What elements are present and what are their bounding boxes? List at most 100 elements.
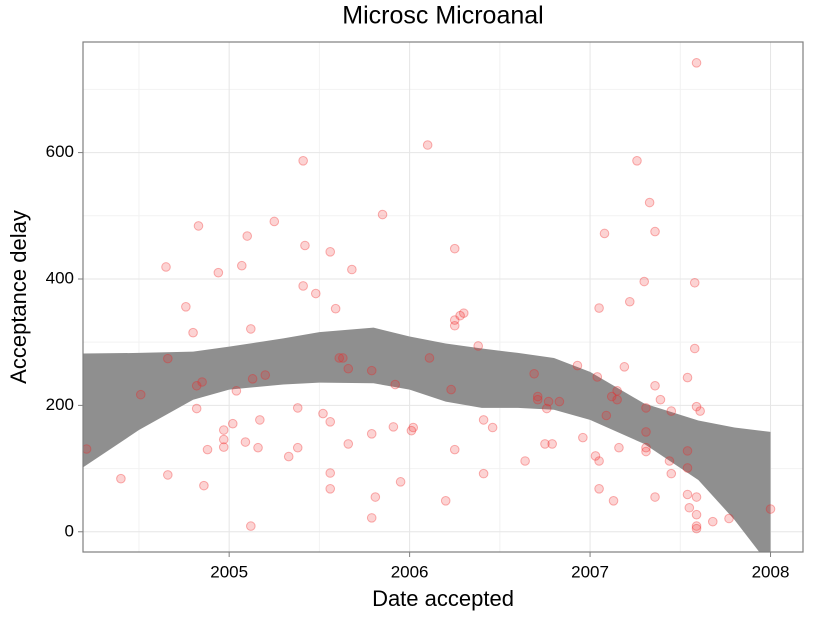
- point: [644, 197, 655, 208]
- point: [641, 427, 651, 437]
- point: [283, 451, 294, 462]
- point: [666, 468, 677, 479]
- point: [532, 391, 543, 402]
- grid: [83, 42, 803, 552]
- point: [612, 386, 622, 396]
- point: [240, 437, 251, 447]
- point: [554, 396, 565, 407]
- point: [218, 434, 229, 445]
- point: [163, 470, 173, 480]
- point: [543, 396, 554, 407]
- y-tick-label: 600: [46, 142, 74, 161]
- point: [197, 377, 207, 387]
- point: [641, 446, 651, 457]
- point: [191, 403, 202, 414]
- point: [578, 432, 588, 443]
- point: [478, 415, 489, 425]
- point: [300, 240, 310, 251]
- y-tick-label: 400: [46, 268, 74, 287]
- point: [608, 496, 619, 506]
- confidence-band: [83, 327, 771, 552]
- point: [310, 288, 321, 299]
- point: [478, 468, 489, 479]
- panel-border: [82, 41, 804, 553]
- point: [691, 492, 702, 502]
- point: [541, 403, 552, 414]
- point: [343, 363, 354, 374]
- point: [449, 315, 460, 325]
- point: [227, 418, 238, 429]
- point: [529, 368, 539, 379]
- point: [255, 415, 265, 425]
- point: [691, 58, 702, 68]
- point: [330, 303, 341, 314]
- point: [520, 456, 530, 466]
- point: [366, 513, 377, 523]
- point: [449, 320, 460, 331]
- point: [473, 341, 483, 351]
- point: [325, 468, 336, 478]
- point: [199, 480, 209, 491]
- point: [213, 267, 224, 278]
- point: [343, 439, 354, 449]
- point: [408, 422, 419, 433]
- plot-area: [83, 58, 776, 552]
- point: [292, 442, 303, 453]
- point: [231, 386, 242, 396]
- point: [641, 403, 651, 413]
- point: [260, 370, 271, 380]
- point: [590, 451, 601, 461]
- point: [682, 489, 693, 500]
- point: [594, 303, 604, 313]
- point: [614, 442, 624, 453]
- point: [440, 496, 451, 506]
- point: [455, 310, 465, 321]
- axes: 2005 2006 2007 2008 0 200 400 600: [46, 142, 790, 581]
- point: [449, 243, 460, 254]
- point: [395, 477, 406, 487]
- point: [612, 394, 622, 405]
- point: [161, 262, 171, 272]
- point: [193, 221, 204, 231]
- point: [458, 308, 469, 318]
- point: [424, 353, 435, 363]
- point: [246, 324, 256, 334]
- point: [325, 417, 336, 427]
- point: [406, 425, 417, 436]
- point: [422, 140, 433, 150]
- chart-title: Microsc Microanal: [342, 2, 543, 30]
- x-tick-label: 2008: [752, 562, 790, 581]
- point: [366, 429, 377, 439]
- point: [487, 422, 498, 433]
- point: [599, 228, 610, 239]
- point: [292, 403, 303, 413]
- point: [135, 389, 146, 400]
- point: [691, 521, 702, 531]
- point: [532, 394, 543, 405]
- point: [181, 301, 191, 312]
- point: [724, 513, 734, 524]
- point: [632, 156, 642, 166]
- point: [325, 484, 336, 494]
- point: [191, 380, 202, 391]
- point: [218, 425, 229, 435]
- point: [116, 473, 126, 484]
- x-tick-label: 2005: [210, 562, 248, 581]
- point: [695, 406, 705, 416]
- point: [650, 226, 660, 237]
- point: [655, 394, 666, 405]
- point: [666, 406, 677, 416]
- point: [624, 296, 635, 307]
- point: [247, 374, 258, 384]
- point: [449, 444, 460, 455]
- point: [682, 372, 693, 383]
- point: [83, 444, 92, 454]
- point: [338, 353, 348, 363]
- y-axis-label: Acceptance delay: [6, 210, 31, 384]
- point: [188, 327, 198, 338]
- point: [650, 380, 660, 391]
- point: [163, 353, 173, 364]
- x-tick-label: 2006: [391, 562, 429, 581]
- point: [298, 281, 308, 291]
